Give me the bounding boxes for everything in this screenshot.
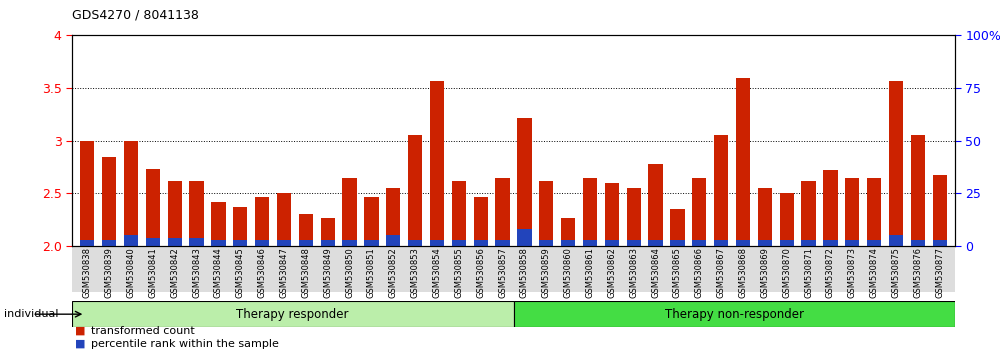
Bar [823, 240, 838, 246]
Text: transformed count: transformed count [91, 326, 195, 336]
Bar [845, 240, 859, 246]
Bar [72, 301, 514, 327]
Bar [736, 240, 750, 246]
Bar [889, 235, 903, 246]
Bar [102, 240, 116, 246]
Bar [801, 240, 816, 246]
Bar [670, 209, 685, 246]
Bar [233, 240, 247, 246]
Bar [561, 218, 575, 246]
Bar [801, 181, 816, 246]
Bar [430, 81, 444, 246]
Bar [714, 240, 728, 246]
Bar [146, 169, 160, 246]
Bar [386, 235, 400, 246]
Text: percentile rank within the sample: percentile rank within the sample [91, 339, 279, 349]
Bar [255, 240, 269, 246]
Bar [408, 136, 422, 246]
Bar [102, 156, 116, 246]
Bar [364, 240, 379, 246]
Bar [867, 240, 881, 246]
Bar [211, 240, 226, 246]
Bar [299, 240, 313, 246]
Text: ■: ■ [75, 326, 86, 336]
Bar [146, 238, 160, 246]
Bar [124, 235, 138, 246]
Text: individual: individual [4, 309, 58, 319]
Bar [561, 240, 575, 246]
Bar [714, 136, 728, 246]
Text: Therapy non-responder: Therapy non-responder [665, 308, 804, 321]
Bar [933, 240, 947, 246]
Bar [168, 238, 182, 246]
Bar [539, 240, 553, 246]
Bar [342, 178, 357, 246]
Bar [517, 118, 532, 246]
Bar [124, 141, 138, 246]
Bar [911, 240, 925, 246]
Bar [889, 81, 903, 246]
Text: ■: ■ [75, 339, 86, 349]
Text: GDS4270 / 8041138: GDS4270 / 8041138 [72, 9, 199, 22]
Bar [736, 78, 750, 246]
Bar [539, 181, 553, 246]
Bar [168, 181, 182, 246]
Bar [670, 240, 685, 246]
Bar [364, 196, 379, 246]
Bar [189, 181, 204, 246]
Bar [605, 183, 619, 246]
Bar [189, 238, 204, 246]
Bar [277, 240, 291, 246]
Bar [514, 301, 955, 327]
Bar [342, 240, 357, 246]
Bar [255, 196, 269, 246]
Bar [758, 188, 772, 246]
Bar [430, 240, 444, 246]
Bar [692, 240, 706, 246]
Bar [474, 240, 488, 246]
Bar [911, 136, 925, 246]
Bar [605, 240, 619, 246]
Bar [452, 181, 466, 246]
Bar [452, 240, 466, 246]
Bar [495, 178, 510, 246]
Bar [933, 176, 947, 246]
Bar [627, 188, 641, 246]
Bar [845, 178, 859, 246]
Bar [408, 240, 422, 246]
Bar [321, 218, 335, 246]
Bar [823, 170, 838, 246]
Bar [321, 240, 335, 246]
Bar [627, 240, 641, 246]
Bar [583, 178, 597, 246]
Bar [758, 240, 772, 246]
Bar [648, 164, 663, 246]
Bar [233, 207, 247, 246]
Bar [80, 240, 94, 246]
Bar [80, 141, 94, 246]
Bar [780, 193, 794, 246]
Bar [211, 202, 226, 246]
Text: Therapy responder: Therapy responder [237, 308, 349, 321]
Bar [277, 193, 291, 246]
Bar [495, 240, 510, 246]
Bar [386, 188, 400, 246]
Bar [648, 240, 663, 246]
Bar [517, 229, 532, 246]
Bar [780, 240, 794, 246]
Bar [583, 240, 597, 246]
Bar [474, 196, 488, 246]
Bar [692, 178, 706, 246]
Bar [299, 215, 313, 246]
Bar [867, 178, 881, 246]
